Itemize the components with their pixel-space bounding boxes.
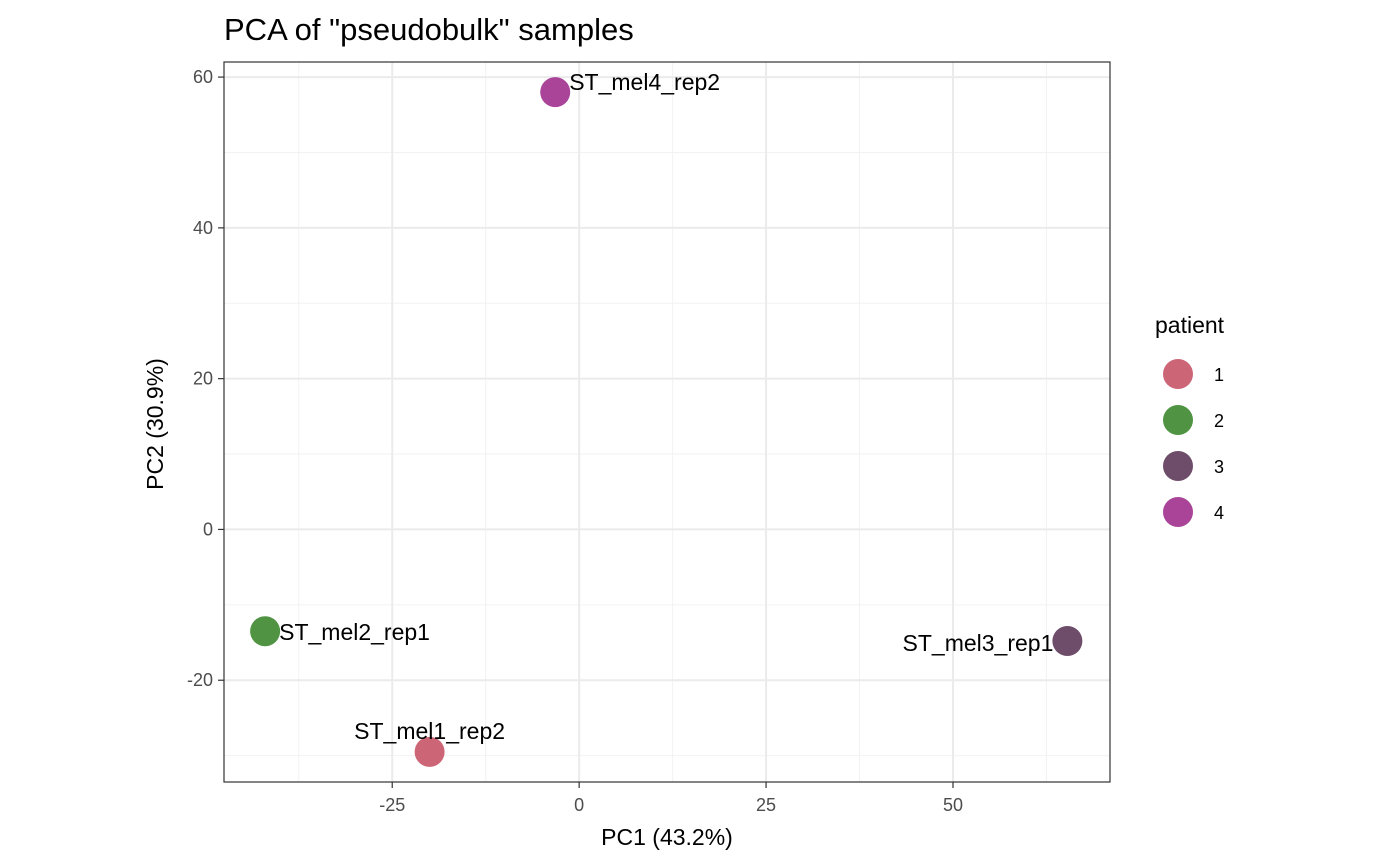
x-axis-ticks: -25 0 25 50 — [379, 782, 963, 815]
y-tick-label: 60 — [193, 67, 213, 87]
legend-label: 2 — [1214, 411, 1224, 431]
minor-gridlines — [224, 62, 1110, 782]
point-label: ST_mel3_rep1 — [903, 630, 1054, 656]
point-label: ST_mel2_rep1 — [279, 619, 430, 645]
data-point-st-mel1-rep2 — [414, 736, 445, 767]
legend-entries: 1 2 3 4 — [1163, 359, 1224, 527]
legend-key-4 — [1163, 497, 1193, 527]
data-points — [250, 77, 1083, 767]
y-tick-label: 40 — [193, 218, 213, 238]
point-label: ST_mel1_rep2 — [354, 718, 505, 744]
x-tick-label: 25 — [756, 795, 776, 815]
point-labels: ST_mel1_rep2 ST_mel2_rep1 ST_mel3_rep1 ST_m… — [279, 69, 1053, 744]
legend: patient 1 2 3 4 — [1155, 312, 1225, 527]
chart-title: PCA of "pseudobulk" samples — [224, 12, 634, 47]
panel-background — [224, 62, 1110, 782]
data-point-st-mel2-rep1 — [250, 616, 281, 647]
panel-border — [223, 61, 1111, 783]
legend-key-2 — [1163, 405, 1193, 435]
legend-title: patient — [1155, 312, 1225, 338]
legend-label: 1 — [1214, 365, 1224, 385]
point-label: ST_mel4_rep2 — [569, 69, 720, 95]
legend-key-3 — [1163, 451, 1193, 481]
y-tick-label: -20 — [187, 670, 213, 690]
y-tick-label: 0 — [203, 519, 213, 539]
plot-panel: ST_mel1_rep2 ST_mel2_rep1 ST_mel3_rep1 ST_m… — [223, 61, 1111, 783]
data-point-st-mel3-rep1 — [1052, 626, 1083, 657]
legend-label: 4 — [1214, 503, 1224, 523]
major-gridlines — [224, 62, 1110, 782]
data-point-st-mel4-rep2 — [540, 77, 571, 108]
y-axis-ticks: -20 0 20 40 60 — [187, 67, 224, 690]
x-tick-label: 50 — [943, 795, 963, 815]
x-axis-title: PC1 (43.2%) — [601, 824, 733, 850]
y-tick-label: 20 — [193, 369, 213, 389]
legend-key-1 — [1163, 359, 1193, 389]
x-tick-label: 0 — [574, 795, 584, 815]
y-axis-title: PC2 (30.9%) — [142, 358, 168, 490]
x-tick-label: -25 — [379, 795, 405, 815]
legend-label: 3 — [1214, 457, 1224, 477]
